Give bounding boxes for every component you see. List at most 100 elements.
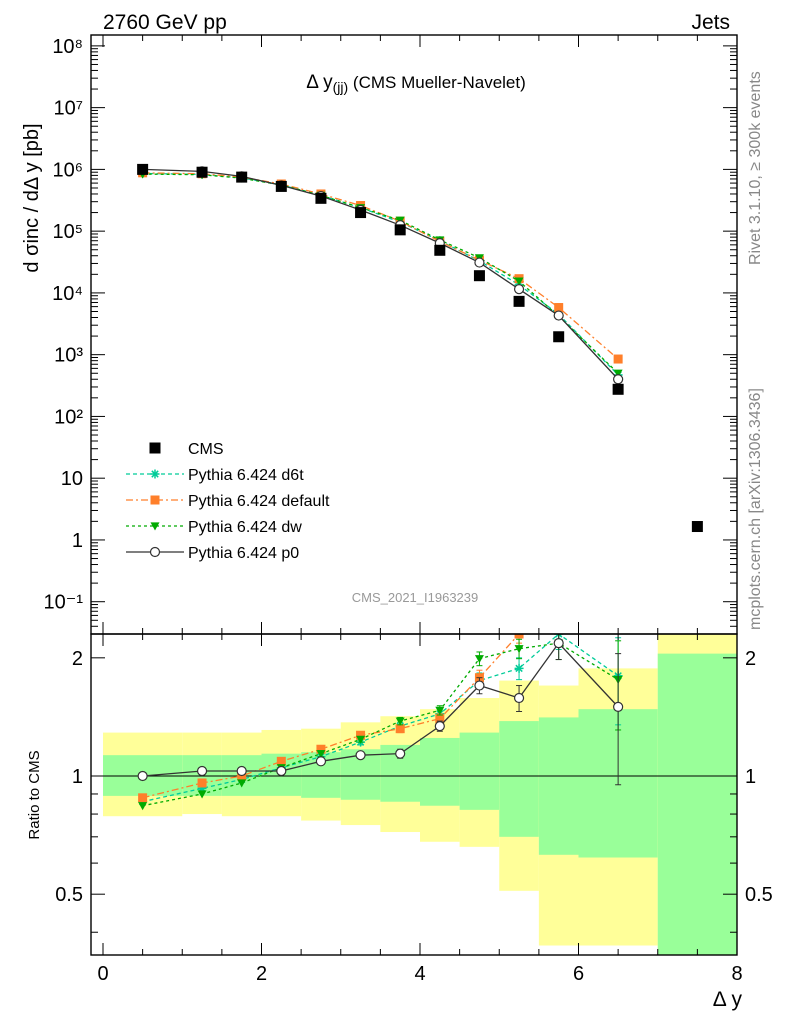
main-y-tick-label: 10⁷ [54, 98, 83, 120]
legend-label: CMS [188, 441, 224, 458]
axes-layer: 0 2 4 6 8 10⁻¹ 1 10 10² 10³ 10⁴ 10⁵ 10⁶ 10⁷ 10⁸ 0.5 0.5 1… [44, 34, 773, 985]
marker-circle-open [613, 374, 624, 385]
marker-square [150, 495, 160, 505]
marker-asterisk-stroke [557, 634, 563, 638]
marker-square [612, 383, 624, 395]
mcplots-reference-label: mcplots.cern.ch [arXiv:1306.3436] [747, 388, 764, 630]
ratio-y-tick-label-left: 0.5 [55, 884, 83, 906]
marker-square [435, 714, 445, 724]
x-tick-label: 0 [97, 963, 108, 985]
marker-circle-open [276, 765, 287, 777]
marker-square [149, 442, 161, 454]
marker-square [473, 270, 485, 282]
inner-band-bin [459, 732, 500, 810]
legend-label: Pythia 6.424 d6t [188, 467, 304, 484]
marker-circle-open [474, 680, 485, 691]
legend-label: Pythia 6.424 p0 [188, 545, 299, 562]
legend: CMS Pythia 6.424 d6t Pythia 6.424 default P… [126, 441, 330, 562]
main-y-axis-label: d σinc / dΔ y [pb] [21, 123, 43, 272]
marker-circle-open [355, 750, 366, 761]
marker-square [554, 303, 564, 313]
inner-band-bin [420, 737, 460, 806]
main-series-line [142, 172, 619, 360]
marker-asterisk [514, 663, 524, 673]
main-y-tick-label: 10⁻¹ [44, 592, 84, 614]
x-tick-label: 4 [414, 963, 425, 985]
marker-square [691, 521, 703, 533]
marker-asterisk-stroke [515, 664, 523, 673]
main-y-tick-label: 10⁶ [53, 159, 83, 181]
main-title: Δ y(jj) (CMS Mueller-Navelet) [306, 72, 526, 95]
marker-triangle-down [514, 645, 524, 654]
marker-square [553, 331, 565, 343]
ratio-y-tick-label-left: 2 [72, 648, 83, 670]
marker-square [236, 171, 248, 183]
main-y-tick-label: 10² [54, 406, 83, 428]
x-tick-label: 2 [256, 963, 267, 985]
marker-square [315, 192, 327, 204]
marker-square [356, 730, 366, 740]
marker-asterisk [150, 469, 160, 479]
marker-square [395, 724, 405, 734]
marker-triangle-down [613, 369, 623, 378]
ratio-y-tick-label-right: 1 [745, 766, 756, 788]
marker-circle-open [137, 770, 148, 782]
main-y-tick-label: 10⁴ [52, 283, 83, 305]
main-title-prefix: Δ y [306, 72, 333, 93]
marker-circle-open [513, 284, 525, 295]
marker-circle-open [613, 701, 624, 712]
inner-band-bin [499, 721, 539, 837]
marker-circle-open [236, 765, 247, 777]
marker-square [275, 180, 287, 192]
main-title-suffix: (CMS Mueller-Navelet) [348, 73, 526, 92]
main-title-subscript: (jj) [333, 79, 349, 95]
marker-square [394, 224, 406, 236]
marker-asterisk-stroke [151, 470, 159, 478]
ratio-series-line [142, 634, 619, 803]
marker-asterisk-stroke [554, 634, 560, 638]
marker-square [514, 634, 524, 639]
marker-circle-open [553, 310, 564, 321]
marker-triangle-down [356, 735, 366, 744]
ratio-y-tick-label-right: 2 [745, 648, 756, 670]
marker-square [137, 163, 149, 175]
main-y-tick-label: 10⁸ [52, 36, 83, 58]
marker-circle-open [395, 748, 406, 759]
marker-square [554, 590, 563, 599]
marker-triangle-down [237, 779, 247, 788]
ratio-uncertainty-bands [91, 634, 737, 955]
rivet-version-label: Rivet 3.1.10, ≥ 300k events [747, 71, 764, 265]
ratio-y-axis-label: Ratio to CMS [26, 750, 43, 839]
main-series-line [142, 173, 619, 374]
marker-triangle-down [138, 802, 148, 811]
marker-circle-open [434, 721, 445, 732]
main-y-tick-label: 10 [61, 468, 83, 490]
marker-square [316, 744, 326, 754]
analysis-watermark: CMS_2021_I1963239 [352, 590, 479, 605]
header-left-label: 2760 GeV pp [103, 11, 227, 34]
ratio-series-line [142, 642, 619, 777]
marker-square [138, 793, 148, 803]
marker-square [355, 207, 367, 219]
marker-circle-open [315, 756, 327, 767]
ratio-y-tick-label-left: 1 [72, 766, 83, 788]
x-axis-label: Δ y [713, 988, 743, 1011]
marker-square [197, 778, 207, 788]
marker-circle-open [196, 765, 208, 777]
marker-circle-open [553, 638, 564, 649]
marker-circle-open [149, 546, 161, 558]
x-tick-label: 6 [573, 963, 584, 985]
inner-band-bin [538, 717, 579, 855]
ratio-series-layer [137, 579, 624, 811]
main-y-tick-label: 10⁵ [52, 221, 83, 243]
marker-triangle-down [395, 717, 405, 726]
main-y-tick-label: 10³ [54, 345, 83, 367]
marker-triangle-down [435, 706, 445, 715]
ratio-y-tick-label-right: 0.5 [745, 884, 773, 906]
marker-square [513, 295, 525, 307]
marker-square [614, 579, 623, 588]
marker-square [434, 244, 446, 256]
marker-square [276, 756, 286, 766]
header-right-label: Jets [691, 11, 730, 34]
